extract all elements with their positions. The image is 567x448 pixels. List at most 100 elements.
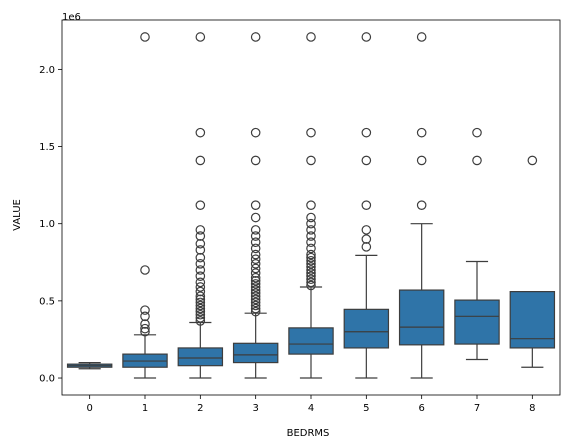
outlier-point bbox=[195, 127, 206, 138]
outlier-point bbox=[306, 255, 316, 266]
outlier-point bbox=[250, 291, 261, 302]
outlier-point bbox=[250, 32, 261, 42]
outlier-point bbox=[306, 268, 316, 278]
outlier-point bbox=[195, 309, 206, 320]
box bbox=[454, 299, 500, 345]
outlier-point bbox=[472, 127, 482, 138]
y-axis: 0.0 0.5 1.0 1.5 2.0 bbox=[39, 65, 62, 385]
outlier-point bbox=[250, 300, 261, 311]
box-group-6 bbox=[398, 32, 445, 379]
outlier-point bbox=[472, 155, 482, 166]
outlier-point bbox=[250, 231, 261, 241]
x-tick-label: 3 bbox=[252, 403, 258, 414]
outlier-point bbox=[140, 319, 150, 329]
outlier-point bbox=[306, 265, 316, 275]
outlier-point bbox=[361, 155, 372, 166]
outlier-point bbox=[140, 323, 150, 334]
x-tick-label: 0 bbox=[86, 403, 92, 414]
outlier-point bbox=[306, 127, 316, 138]
outlier-point bbox=[250, 294, 261, 305]
outlier-point bbox=[306, 200, 316, 210]
box-group-7 bbox=[454, 127, 500, 361]
outlier-point bbox=[250, 243, 261, 254]
outlier-point bbox=[250, 259, 261, 269]
box bbox=[232, 342, 279, 364]
outlier-point bbox=[306, 262, 316, 272]
outlier-point bbox=[195, 259, 206, 269]
x-tick-label: 7 bbox=[474, 403, 480, 414]
outlier-point bbox=[140, 265, 150, 275]
outlier-point bbox=[306, 32, 316, 42]
box-group-8 bbox=[509, 155, 556, 368]
outlier-point bbox=[195, 316, 206, 326]
box bbox=[343, 308, 390, 349]
x-tick-label: 1 bbox=[142, 403, 148, 414]
y-tick-label: 1.0 bbox=[39, 219, 55, 230]
x-tick-label: 2 bbox=[197, 403, 203, 414]
x-axis-label: BEDRMS bbox=[287, 428, 330, 439]
box bbox=[398, 289, 445, 346]
outlier-point bbox=[416, 32, 427, 42]
outlier-point bbox=[140, 326, 150, 337]
outlier-point bbox=[306, 237, 316, 248]
outlier-point bbox=[306, 252, 316, 263]
x-tick-label: 5 bbox=[363, 403, 369, 414]
outlier-point bbox=[195, 303, 206, 314]
outlier-point bbox=[140, 305, 150, 315]
outlier-point bbox=[361, 32, 372, 42]
outlier-point bbox=[195, 297, 206, 308]
plot-frame bbox=[61, 19, 561, 396]
outlier-point bbox=[195, 300, 206, 311]
y-tick-label: 0.0 bbox=[39, 374, 55, 385]
outlier-point bbox=[306, 212, 316, 223]
y-tick-label: 2.0 bbox=[39, 65, 55, 76]
outlier-point bbox=[195, 291, 206, 302]
outlier-point bbox=[195, 231, 206, 241]
outlier-point bbox=[306, 274, 316, 285]
outlier-point bbox=[250, 212, 261, 223]
outlier-point bbox=[250, 285, 261, 295]
outlier-point bbox=[250, 306, 261, 317]
outlier-point bbox=[250, 254, 261, 264]
x-tick-label: 4 bbox=[308, 403, 314, 414]
outlier-point bbox=[250, 279, 261, 289]
outlier-point bbox=[195, 238, 206, 249]
outlier-point bbox=[306, 271, 316, 281]
outlier-point bbox=[195, 155, 206, 166]
outlier-point bbox=[250, 276, 261, 286]
y-tick-label: 1.5 bbox=[39, 142, 55, 153]
outlier-point bbox=[195, 294, 206, 305]
outlier-point bbox=[361, 234, 372, 244]
outlier-point bbox=[306, 277, 316, 288]
y-tick-label: 0.5 bbox=[39, 296, 55, 307]
box-group-3 bbox=[232, 32, 279, 379]
outlier-point bbox=[195, 245, 206, 255]
outlier-point bbox=[361, 127, 372, 138]
outlier-point bbox=[416, 127, 427, 138]
plot-area bbox=[66, 32, 556, 379]
outlier-point bbox=[306, 231, 316, 241]
outlier-point bbox=[306, 155, 316, 166]
outlier-point bbox=[250, 225, 261, 235]
outlier-point bbox=[195, 313, 206, 323]
box-group-2 bbox=[177, 32, 224, 379]
outlier-point bbox=[195, 265, 206, 275]
outlier-point bbox=[361, 225, 372, 235]
outlier-point bbox=[306, 243, 316, 254]
x-tick-label: 6 bbox=[418, 403, 424, 414]
outlier-point bbox=[195, 271, 206, 281]
outlier-point bbox=[416, 200, 427, 210]
outlier-point bbox=[195, 282, 206, 292]
box bbox=[509, 291, 556, 349]
outlier-point bbox=[250, 288, 261, 298]
outlier-point bbox=[195, 252, 206, 263]
outlier-point bbox=[250, 127, 261, 138]
box bbox=[177, 347, 224, 367]
outlier-point bbox=[195, 286, 206, 297]
box-group-5 bbox=[343, 32, 390, 379]
outlier-point bbox=[527, 155, 538, 166]
outlier-point bbox=[361, 200, 372, 210]
outlier-point bbox=[250, 272, 261, 283]
y-axis-offset-label: 1e6 bbox=[62, 12, 81, 23]
